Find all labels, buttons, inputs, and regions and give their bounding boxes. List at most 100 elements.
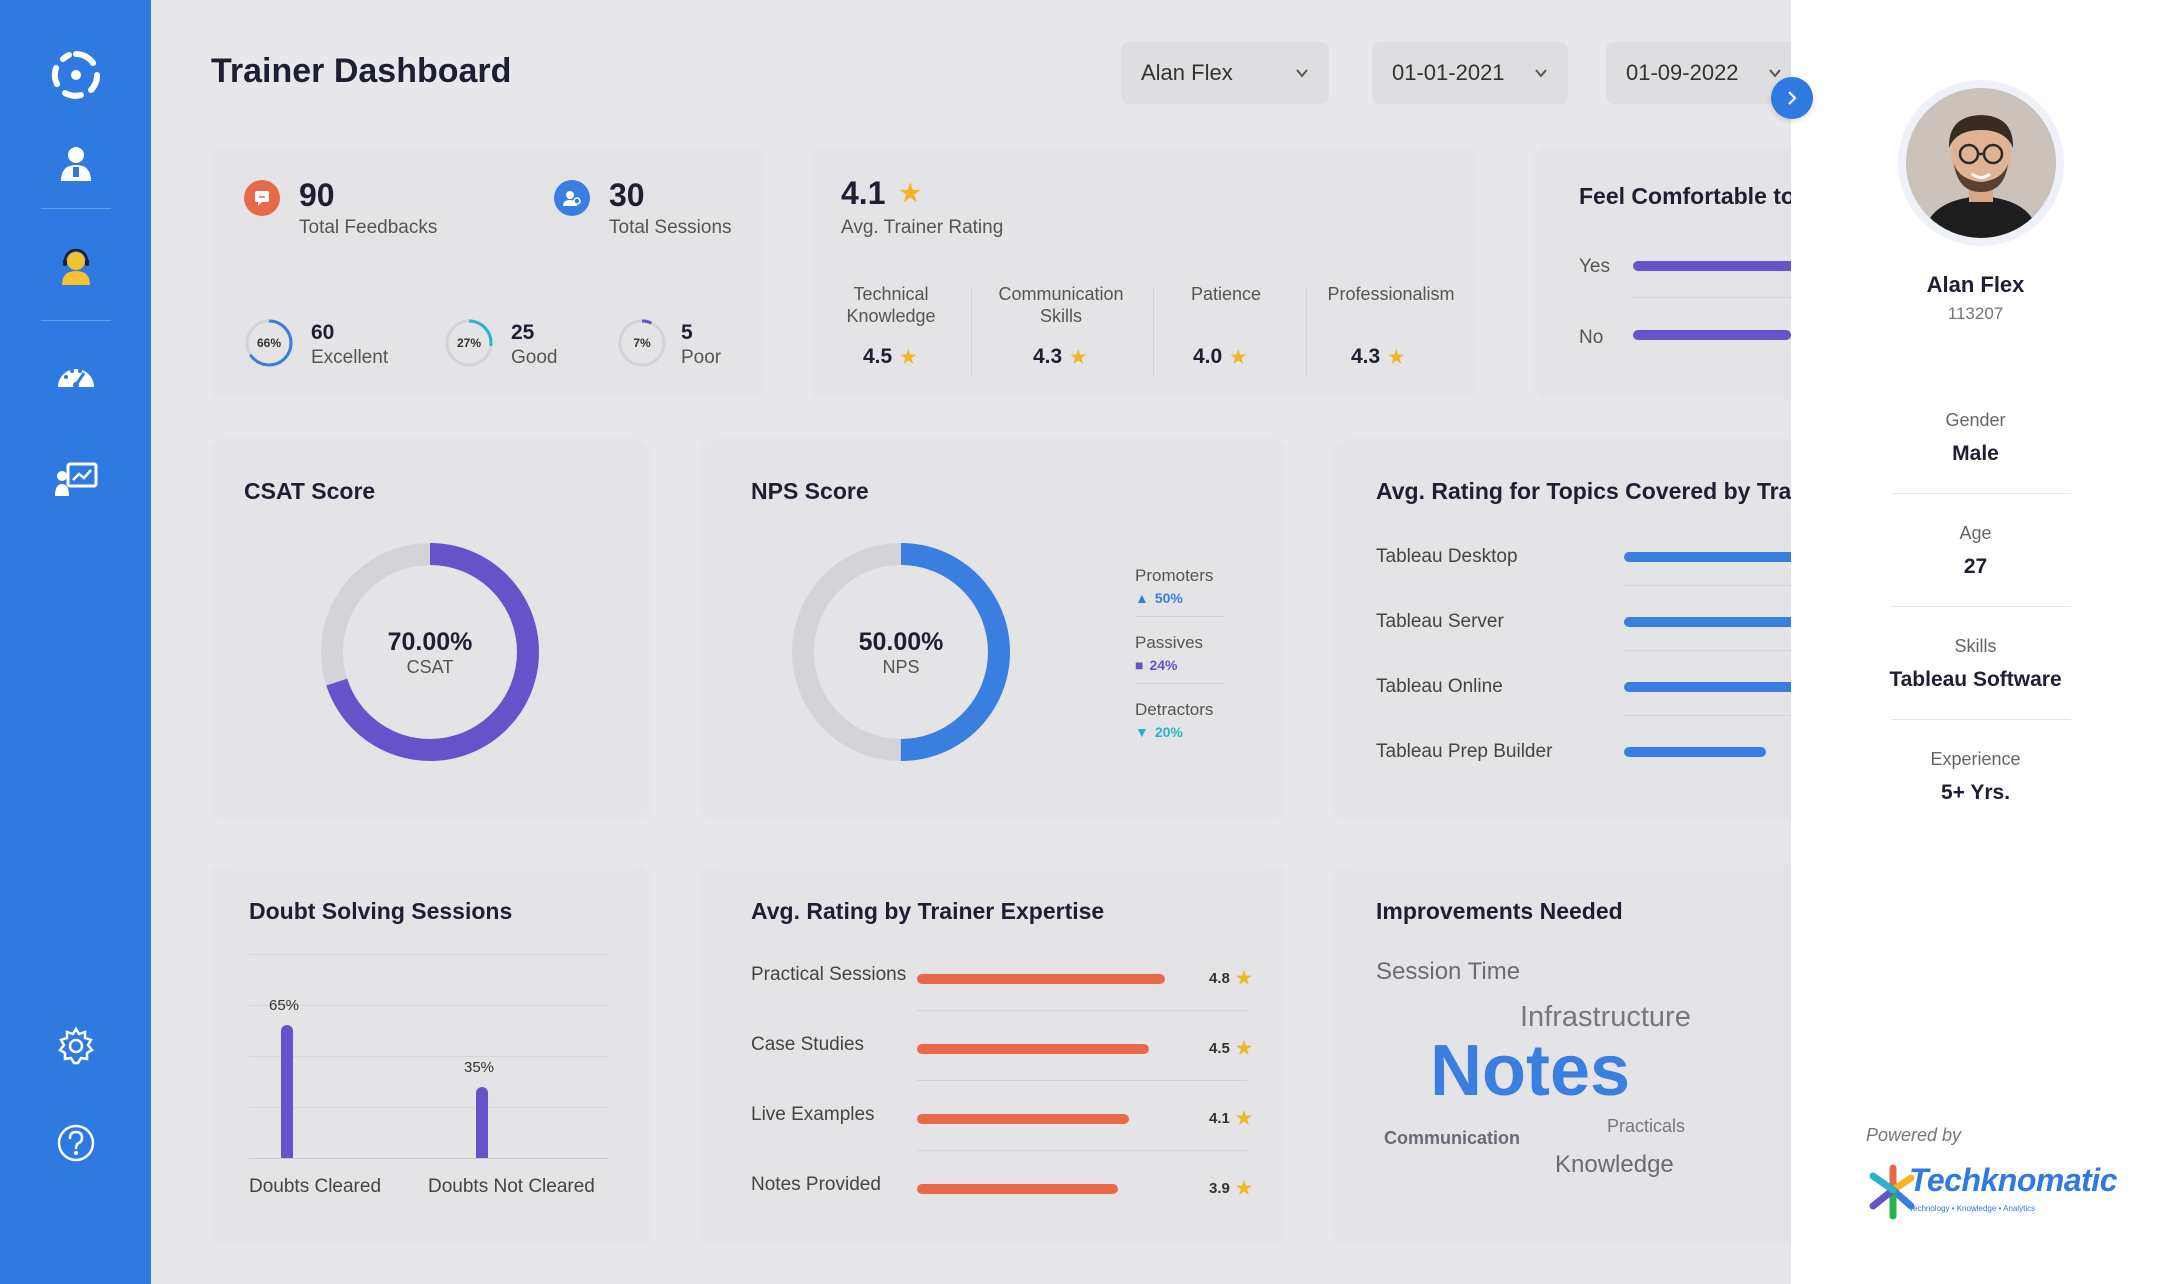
presentation-icon[interactable] [46, 450, 106, 510]
trainer-rating-card: 4.1 ★ Avg. Trainer Rating Technical Knowl… [811, 147, 1475, 395]
csat-title: CSAT Score [244, 478, 376, 504]
star-icon: ★ [1070, 346, 1087, 367]
profile-id: 113207 [1947, 304, 2004, 323]
doubts-card: Doubt Solving Sessions 65% 35% Doubts Cle… [211, 866, 649, 1242]
doubt-bar-label: 65% [269, 997, 300, 1014]
rating-head-professionalism: Professionalism [1327, 284, 1455, 304]
expertise-bar [917, 1044, 1149, 1054]
expertise-bar [917, 1184, 1118, 1194]
topic-label: Tableau Server [1376, 611, 1504, 632]
ring-arc [618, 319, 666, 367]
thumbs-down-icon: ▼ [1135, 724, 1149, 740]
csat-value: 70.00% [387, 628, 473, 656]
ring-arc [445, 319, 493, 367]
rating-head-communication: Communication Skills [998, 284, 1124, 326]
star-icon: ★ [1235, 1038, 1252, 1058]
topic-label: Tableau Online [1376, 676, 1503, 697]
good-ring [445, 319, 493, 367]
total-sessions-label: Total Sessions [609, 217, 732, 238]
detractors-pct: ▼ 20% [1135, 724, 1183, 740]
dashboard-gauge-icon[interactable] [46, 345, 106, 405]
word-notes: Notes [1430, 1031, 1631, 1111]
star-icon: ★ [1235, 1108, 1252, 1128]
rating-value-patience: 4.0 ★ [1193, 345, 1247, 368]
good-pct: 27% [456, 336, 482, 350]
expertise-card: Avg. Rating by Trainer Expertise Practic… [701, 866, 1285, 1242]
topics-card: Avg. Rating for Topics Covered by Trai T… [1334, 440, 1791, 816]
passives-pct: ■ 24% [1135, 657, 1178, 673]
chevron-down-icon [1769, 69, 1781, 78]
help-question-icon[interactable] [46, 1113, 106, 1173]
nps-donut-arc [792, 543, 1010, 761]
age-value: 27 [1963, 555, 1988, 578]
total-feedbacks-value: 90 [299, 177, 335, 213]
bar-category-cleared: Doubts Cleared [249, 1176, 382, 1197]
date-to-select[interactable]: 01-09-2022 [1606, 42, 1791, 104]
rating-value-technical: 4.5 ★ [863, 345, 917, 368]
avg-rating-label: Avg. Trainer Rating [841, 217, 1004, 238]
total-sessions-value: 30 [609, 177, 645, 213]
user-icon[interactable] [46, 134, 106, 194]
total-feedbacks-label: Total Feedbacks [299, 217, 438, 238]
doubt-bar [476, 1087, 488, 1158]
skills-label: Skills [1954, 636, 1997, 656]
brand-logo: Techknomatic Technology • Knowledge • An… [1863, 1158, 2117, 1228]
brand-tagline: Technology • Knowledge • Analytics [1909, 1204, 2036, 1213]
expertise-value: 3.9 ★ [1209, 1178, 1252, 1198]
date-from-select[interactable]: 01-01-2021 [1372, 42, 1568, 104]
feedback-summary-card: 90 Total Feedbacks 30 Total Sessions 66%… [211, 147, 763, 395]
rating-head-patience: Patience [1190, 284, 1262, 304]
main-content: Trainer Dashboard Alan Flex 01-01-2021 0… [151, 0, 1791, 1284]
comfort-title: Feel Comfortable to [1579, 183, 1791, 209]
topic-bar [1624, 552, 1791, 562]
trainer-icon[interactable] [46, 238, 106, 298]
comfort-no-label: No [1579, 327, 1604, 348]
collapse-panel-button[interactable] [1771, 77, 1813, 119]
rating-value-communication: 4.3 ★ [1033, 345, 1087, 368]
sidebar [0, 0, 151, 1284]
passives-label: Passives [1135, 633, 1204, 652]
expertise-bar [917, 1114, 1129, 1124]
avg-rating-row: 4.1 ★ [841, 175, 921, 212]
bar-category-not-cleared: Doubts Not Cleared [428, 1176, 595, 1197]
topic-bar [1624, 747, 1766, 757]
improvements-title: Improvements Needed [1376, 898, 1623, 924]
date-to-value: 01-09-2022 [1626, 60, 1739, 85]
topic-label: Tableau Desktop [1376, 546, 1518, 567]
sessions-icon [554, 180, 590, 216]
brand-gear-icon [1869, 1164, 1915, 1220]
nps-value: 50.00% [858, 628, 944, 656]
logo-icon[interactable] [46, 45, 106, 105]
star-icon: ★ [899, 180, 921, 207]
nps-donut [792, 543, 1010, 761]
star-icon: ★ [1388, 346, 1405, 367]
avatar-ring [1898, 80, 2064, 246]
chevron-right-icon [1788, 91, 1797, 105]
trainer-select[interactable]: Alan Flex [1121, 42, 1329, 104]
nps-label: NPS [882, 657, 920, 677]
expertise-value: 4.8 ★ [1209, 968, 1252, 988]
settings-gear-icon[interactable] [46, 1016, 106, 1076]
comfort-yes-label: Yes [1579, 256, 1610, 277]
gender-value: Male [1952, 442, 1999, 465]
doubt-bar-label: 35% [464, 1059, 495, 1076]
expertise-title: Avg. Rating by Trainer Expertise [751, 898, 1105, 924]
trainer-profile-panel: Alan Flex 113207 Gender Male Age 27 Skil… [1791, 0, 2160, 1284]
trainer-select-value: Alan Flex [1141, 60, 1233, 85]
csat-card: CSAT Score 70.00% CSAT [211, 440, 649, 816]
word-infrastructure: Infrastructure [1520, 1001, 1691, 1033]
chevron-down-icon [1296, 69, 1308, 78]
gender-label: Gender [1945, 410, 2006, 430]
good-label: Good [511, 347, 558, 368]
doubt-bar [281, 1025, 293, 1158]
thumbs-up-icon: ▲ [1135, 590, 1149, 606]
age-label: Age [1959, 523, 1992, 543]
topics-title: Avg. Rating for Topics Covered by Trai [1376, 478, 1791, 504]
expertise-bar [917, 974, 1165, 984]
chevron-down-icon [1535, 69, 1547, 78]
improvements-card: Improvements Needed Session Time Infrast… [1334, 866, 1791, 1242]
poor-ring [618, 319, 666, 367]
expertise-label: Live Examples [751, 1104, 875, 1125]
expertise-value: 4.1 ★ [1209, 1108, 1252, 1128]
expertise-label: Practical Sessions [751, 964, 907, 985]
